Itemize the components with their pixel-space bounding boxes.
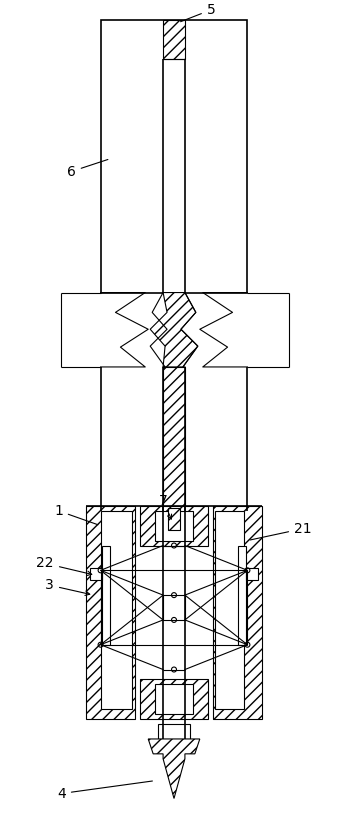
Bar: [101, 511, 132, 709]
Bar: [102, 545, 110, 644]
Bar: [90, 569, 102, 580]
Text: 5: 5: [180, 2, 215, 21]
Text: 6: 6: [67, 160, 108, 179]
Bar: [246, 569, 258, 580]
Text: 21: 21: [250, 522, 312, 540]
Bar: [140, 680, 208, 719]
Bar: [86, 506, 135, 719]
Bar: [101, 20, 247, 293]
Polygon shape: [148, 739, 200, 798]
Text: 4: 4: [57, 781, 153, 801]
Text: 22: 22: [36, 556, 92, 575]
Text: 1: 1: [54, 503, 98, 525]
Bar: [215, 511, 244, 709]
Bar: [155, 685, 193, 714]
Bar: [238, 545, 246, 644]
Bar: [163, 20, 185, 59]
Bar: [213, 506, 262, 719]
Bar: [163, 367, 185, 511]
Polygon shape: [150, 293, 198, 367]
Text: 7: 7: [159, 494, 171, 519]
Bar: [140, 506, 208, 545]
Bar: [158, 724, 190, 739]
Text: 3: 3: [45, 578, 90, 596]
Bar: [168, 508, 180, 530]
Bar: [155, 511, 193, 541]
